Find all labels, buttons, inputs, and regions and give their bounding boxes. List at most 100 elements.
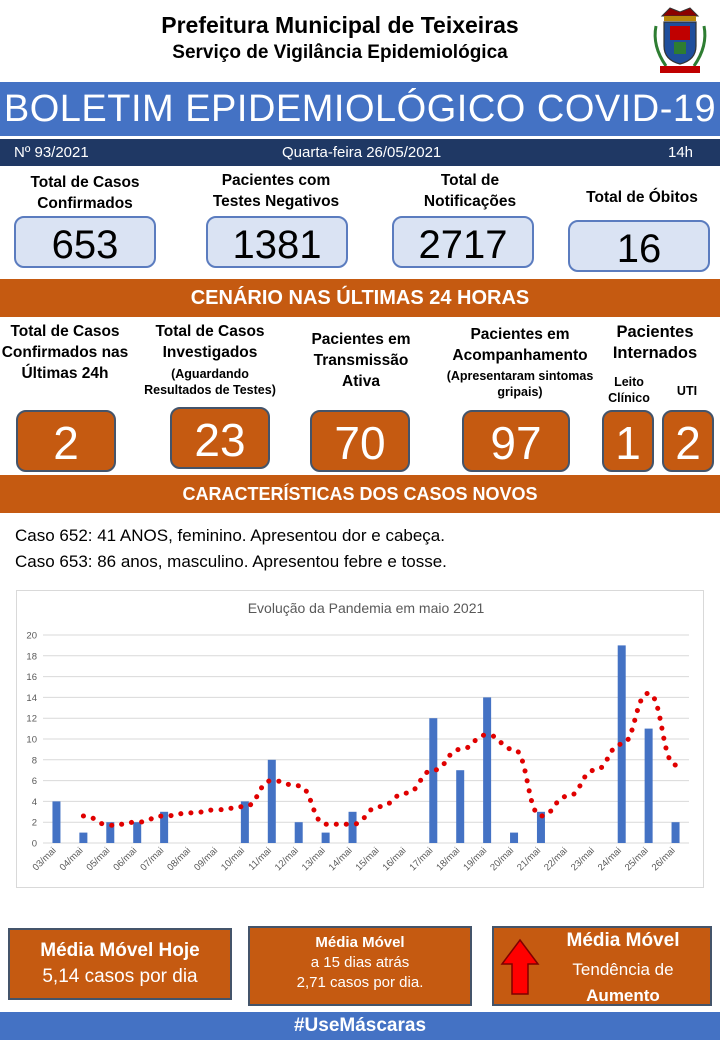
x-tick-label: 25/mai	[623, 845, 651, 873]
negative-tests-value: 1381	[206, 216, 348, 268]
investigated-value: 23	[170, 407, 270, 469]
investigated-sublabel: (Aguardando Resultados de Testes)	[144, 367, 276, 397]
y-tick-label: 20	[26, 631, 37, 642]
moving-average-15days-title: Média Móvel	[315, 934, 405, 951]
x-tick-label: 04/mai	[58, 845, 86, 873]
municipal-coat-of-arms-icon	[653, 7, 707, 73]
bar	[321, 832, 330, 843]
x-tick-label: 13/mai	[300, 845, 328, 873]
cases-24h-value: 2	[16, 410, 116, 472]
x-tick-label: 06/mai	[111, 845, 139, 873]
trend-box: Média Móvel Tendência de Aumento	[492, 926, 712, 1006]
notifications-value: 2717	[392, 216, 534, 268]
ward-bed-label: Leito Clínico	[608, 375, 650, 405]
negative-tests-label: Pacientes com Testes Negativos	[212, 172, 340, 210]
y-tick-label: 0	[32, 839, 37, 850]
x-tick-label: 12/mai	[273, 845, 301, 873]
moving-average-15days-line1: a 15 dias atrás	[310, 954, 410, 971]
x-tick-label: 22/mai	[542, 845, 570, 873]
x-tick-label: 19/mai	[461, 845, 489, 873]
trend-line2: Aumento	[586, 986, 660, 1005]
case-653-text: Caso 653: 86 anos, masculino. Apresentou…	[15, 552, 447, 571]
total-cases-label: Total de Casos Confirmados	[30, 174, 140, 212]
bar	[160, 811, 169, 843]
y-tick-label: 4	[32, 797, 37, 808]
ward-bed-value: 1	[602, 410, 654, 472]
up-arrow-icon	[500, 938, 540, 995]
x-tick-label: 16/mai	[381, 845, 409, 873]
y-tick-label: 6	[32, 776, 37, 787]
deaths-value: 16	[568, 220, 710, 272]
header-title: Prefeitura Municipal de Teixeiras	[161, 12, 519, 38]
header-subtitle: Serviço de Vigilância Epidemiológica	[172, 42, 508, 63]
x-tick-label: 15/mai	[354, 845, 382, 873]
total-cases-value: 653	[14, 216, 156, 268]
bar	[483, 697, 492, 843]
y-tick-label: 2	[32, 818, 37, 829]
x-tick-label: 24/mai	[596, 845, 624, 873]
moving-average-today-box: Média Móvel Hoje 5,14 casos por dia	[8, 928, 232, 1000]
case-652-text: Caso 652: 41 ANOS, feminino. Apresentou …	[15, 526, 445, 545]
bar	[52, 801, 61, 843]
bulletin-time: 14h	[668, 144, 694, 161]
x-tick-label: 09/mai	[192, 845, 220, 873]
hashtag-footer: #UseMáscaras	[0, 1012, 720, 1040]
x-tick-label: 10/mai	[219, 845, 247, 873]
deaths-label: Total de Óbitos	[586, 189, 698, 206]
cases-24h-label: Total de Casos Confirmados nas Últimas 2…	[1, 323, 129, 382]
moving-average-15days-line2: 2,71 casos por dia.	[296, 974, 424, 991]
bar	[267, 759, 276, 843]
x-tick-label: 07/mai	[138, 845, 166, 873]
chart-frame: Evolução da Pandemia em maio 2021 0 2 4 6 8 10…	[16, 590, 704, 888]
pandemic-evolution-chart: Evolução da Pandemia em maio 2021 0 2 4 6 8 10…	[26, 600, 689, 873]
y-tick-label: 18	[26, 651, 37, 662]
y-tick-label: 10	[26, 735, 37, 746]
x-tick-label: 11/mai	[246, 845, 273, 872]
monitoring-sublabel: (Apresentaram sintomas gripais)	[446, 369, 594, 399]
bar	[133, 822, 142, 843]
y-tick-label: 12	[26, 714, 37, 725]
chart-title: Evolução da Pandemia em maio 2021	[248, 600, 485, 616]
y-tick-label: 16	[26, 672, 37, 683]
x-tick-label: 20/mai	[488, 845, 516, 873]
bar	[671, 822, 680, 843]
bar	[510, 832, 519, 843]
bar	[348, 811, 357, 843]
bulletin-date: Quarta-feira 26/05/2021	[282, 144, 442, 161]
x-tick-label: 17/mai	[407, 845, 435, 873]
bar	[294, 822, 303, 843]
bulletin-number: Nº 93/2021	[14, 144, 89, 161]
new-cases-title: CARACTERÍSTICAS DOS CASOS NOVOS	[0, 475, 720, 513]
bar	[536, 811, 545, 843]
bar	[429, 718, 438, 843]
bar	[106, 822, 115, 843]
section-24h-title: CENÁRIO NAS ÚLTIMAS 24 HORAS	[0, 279, 720, 317]
trend-line1: Tendência de	[572, 960, 674, 979]
bar	[240, 801, 249, 843]
y-tick-label: 8	[32, 755, 37, 766]
active-transmission-value: 70	[310, 410, 410, 472]
bulletin-banner: BOLETIM EPIDEMIOLÓGICO COVID-19	[0, 82, 720, 136]
x-tick-label: 05/mai	[84, 845, 112, 873]
moving-average-today-text: 5,14 casos por dia	[42, 966, 198, 987]
y-tick-label: 14	[26, 693, 37, 704]
bar	[79, 832, 88, 843]
active-transmission-label: Pacientes em Transmissão Ativa	[311, 331, 411, 390]
x-tick-label: 18/mai	[434, 845, 462, 873]
info-bar: Nº 93/2021 Quarta-feira 26/05/2021 14h	[0, 139, 720, 166]
monitoring-label: Pacientes em Acompanhamento	[452, 326, 588, 364]
x-tick-label: 03/mai	[31, 845, 59, 873]
x-tick-label: 23/mai	[569, 845, 597, 873]
bar	[456, 770, 465, 843]
icu-label: UTI	[676, 384, 698, 398]
x-tick-label: 08/mai	[165, 845, 193, 873]
notifications-label: Total de Notificações	[423, 172, 517, 210]
x-tick-label: 26/mai	[650, 845, 678, 873]
moving-average-15days-box: Média Móvel a 15 dias atrás 2,71 casos p…	[248, 926, 472, 1006]
trend-title: Média Móvel	[566, 930, 680, 951]
hospitalized-label: Pacientes Internados	[612, 323, 698, 362]
monitoring-value: 97	[462, 410, 570, 472]
moving-average-line	[80, 690, 679, 828]
moving-average-today-title: Média Móvel Hoje	[40, 940, 200, 961]
investigated-label: Total de Casos Investigados	[155, 323, 265, 361]
